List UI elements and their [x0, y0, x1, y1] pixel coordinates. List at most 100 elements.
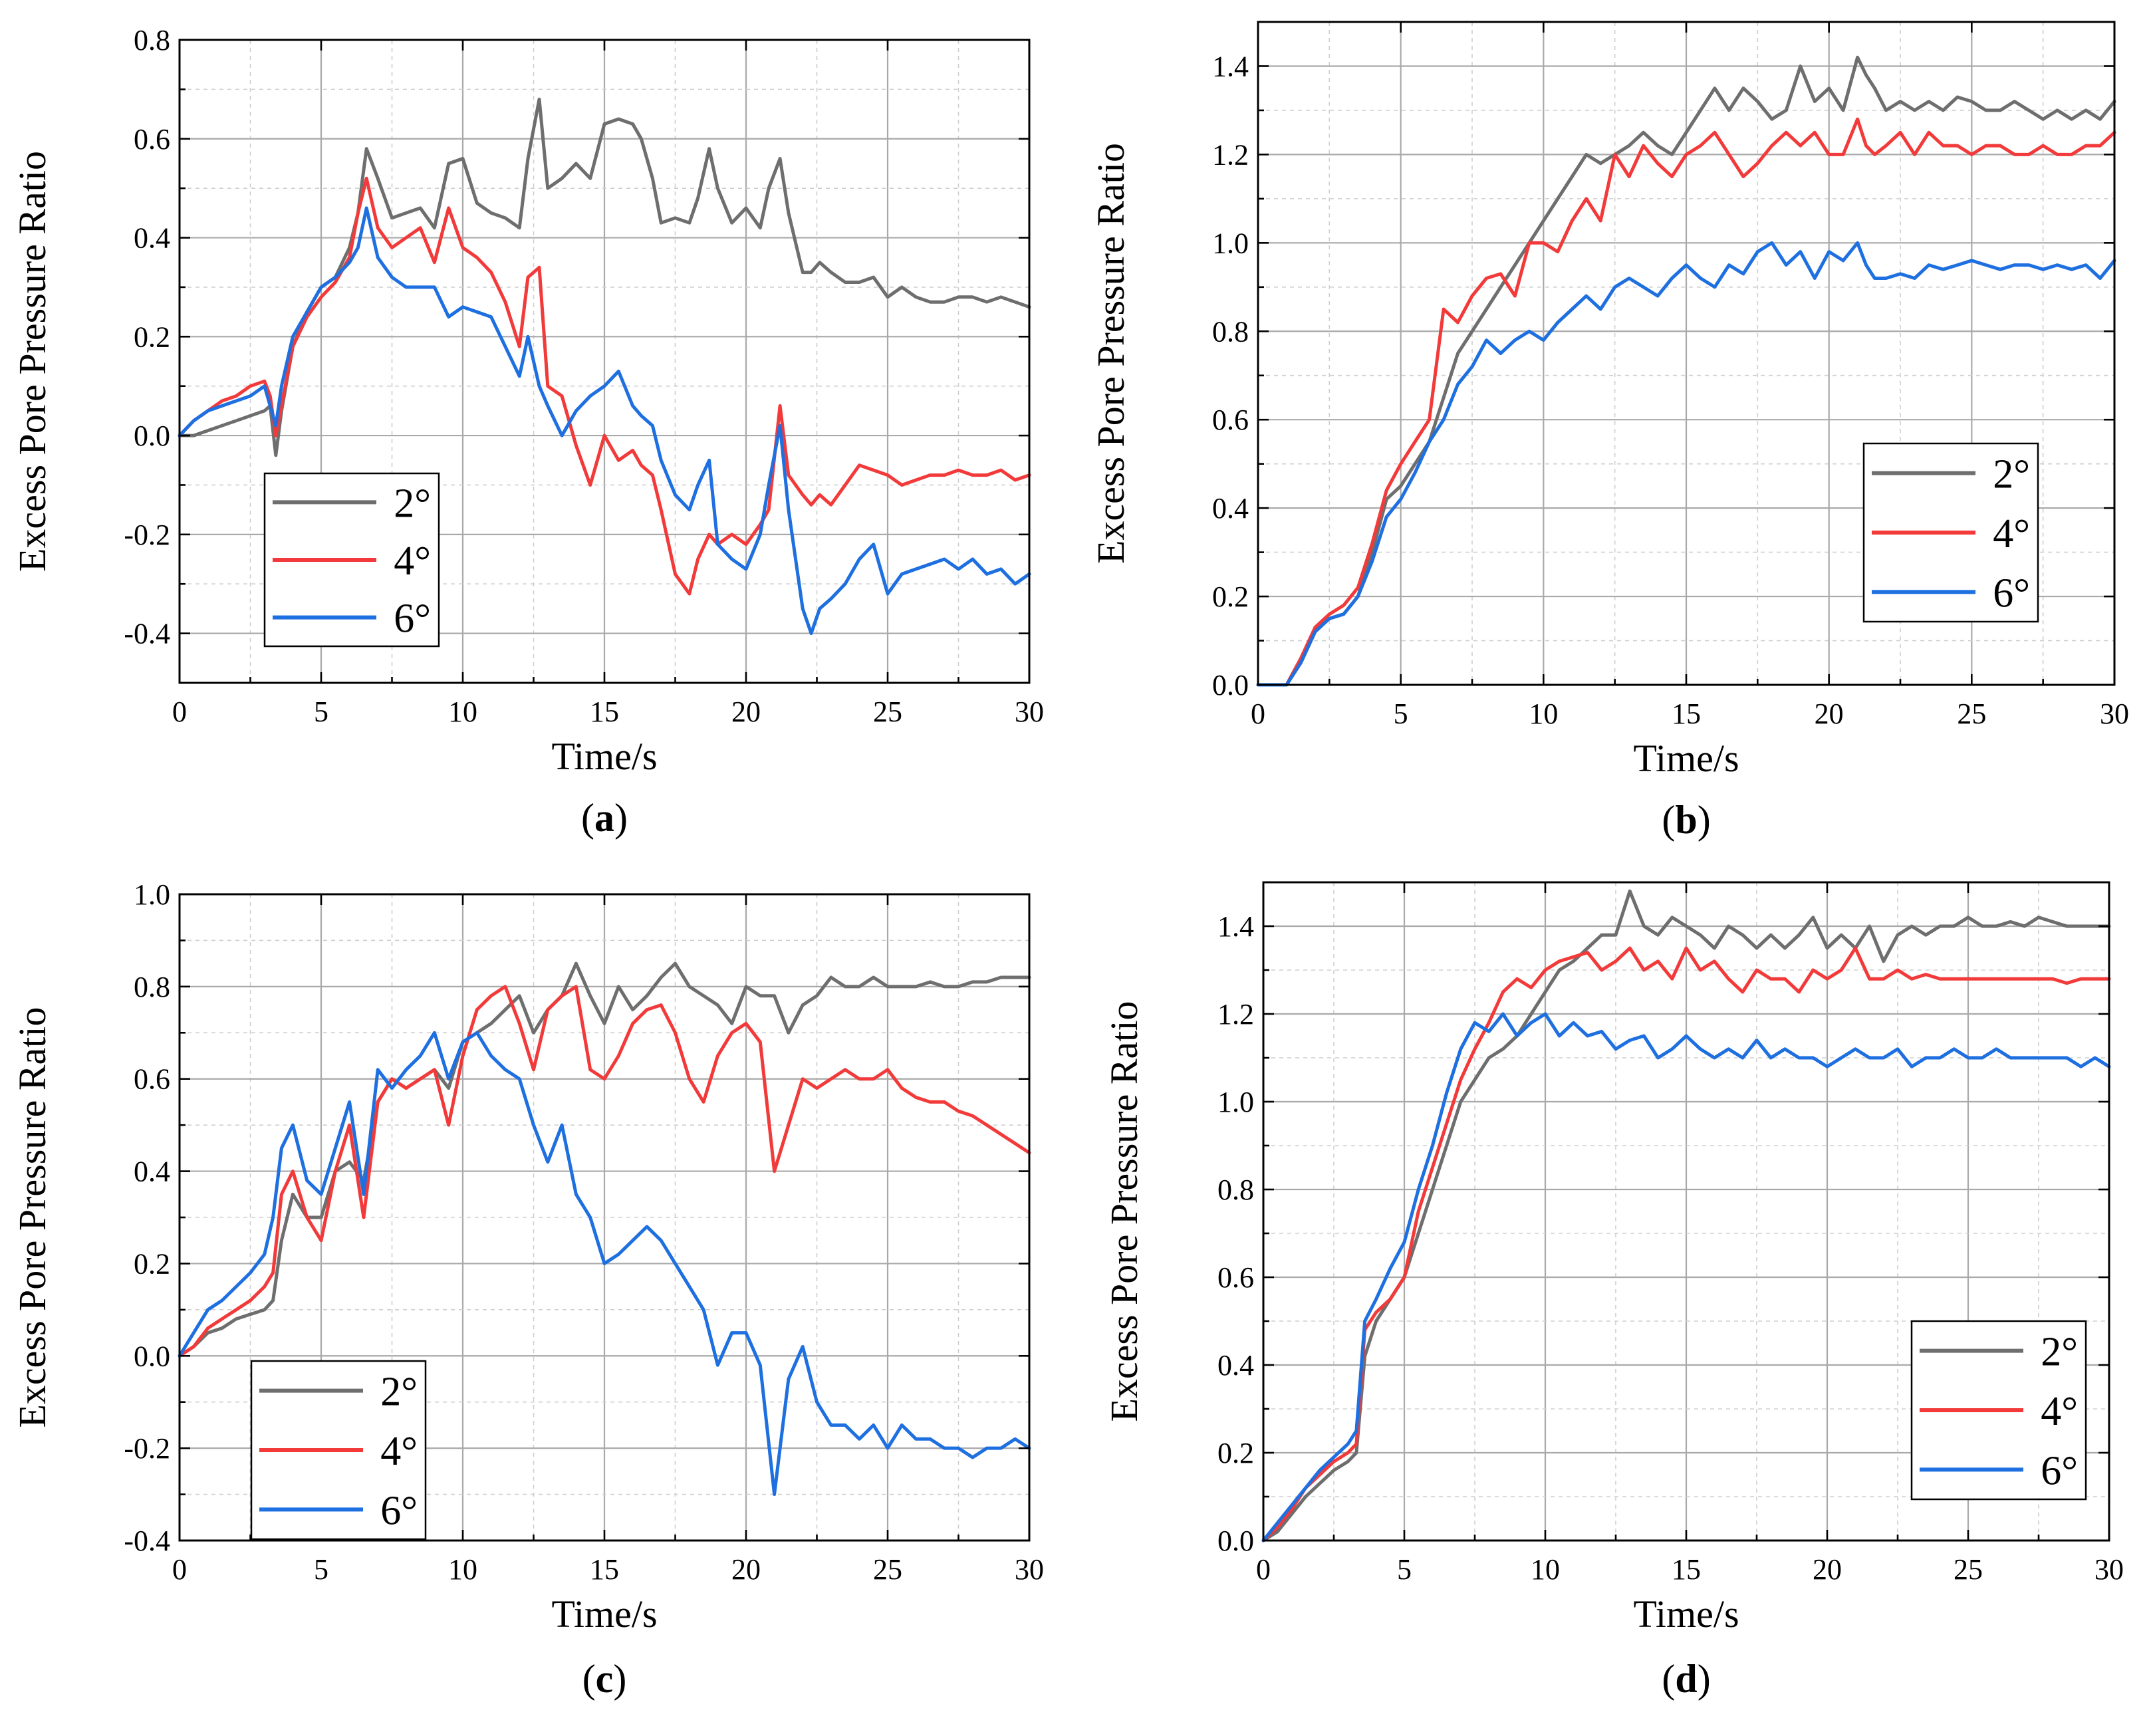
- y-tick-label: 1.0: [134, 878, 170, 911]
- x-tick-label: 0: [1256, 1553, 1271, 1586]
- x-tick-label: 0: [1251, 697, 1265, 730]
- x-axis-label: Time/s: [1633, 1592, 1739, 1636]
- y-axis-label: Excess Pore Pressure Ratio: [11, 1007, 54, 1427]
- x-tick-label: 5: [314, 695, 328, 728]
- series-line-6deg: [1256, 241, 2116, 687]
- series-line-2deg: [178, 961, 1031, 1358]
- series-line-6deg: [1261, 1012, 2111, 1543]
- legend-label-4deg: 4°: [2041, 1389, 2078, 1434]
- x-tick-label: 15: [590, 695, 619, 728]
- x-tick-label: 20: [1813, 1553, 1842, 1586]
- series-line-6deg: [178, 206, 1031, 636]
- y-axis-label: Excess Pore Pressure Ratio: [1102, 1001, 1146, 1422]
- x-tick-label: 30: [2100, 697, 2129, 730]
- y-tick-label: 0.0: [1217, 1525, 1254, 1557]
- y-tick-label: 0.4: [134, 1156, 170, 1188]
- y-tick-label: 0.2: [1212, 580, 1249, 613]
- x-tick-label: 20: [731, 695, 761, 728]
- y-tick-label: 1.2: [1212, 138, 1249, 171]
- y-tick-label: 0.8: [1217, 1174, 1254, 1206]
- series-line-4deg: [178, 985, 1031, 1358]
- legend: 2° 4° 6°: [263, 472, 440, 648]
- x-axis-label: Time/s: [1633, 737, 1739, 780]
- y-tick-label: 1.4: [1217, 910, 1254, 943]
- y-tick-label: -0.4: [124, 618, 170, 650]
- x-tick-label: 15: [1672, 697, 1701, 730]
- legend-label-2deg: 2°: [2041, 1330, 2078, 1375]
- y-axis-label: Excess Pore Pressure Ratio: [11, 151, 54, 572]
- legend: 2° 4° 6°: [250, 1360, 427, 1541]
- y-tick-label: 0.6: [1212, 404, 1249, 436]
- y-tick-label: 0.2: [1217, 1437, 1254, 1469]
- y-tick-label: 0.2: [134, 1247, 170, 1280]
- legend-label-4deg: 4°: [1993, 511, 2030, 557]
- x-tick-label: 30: [2094, 1553, 2124, 1586]
- y-tick-label: 1.0: [1212, 227, 1249, 259]
- y-tick-label: -0.4: [124, 1525, 170, 1557]
- y-tick-label: 0.6: [1217, 1261, 1254, 1294]
- y-tick-label: 0.0: [134, 420, 170, 452]
- y-tick-label: 0.4: [1217, 1349, 1254, 1382]
- x-tick-label: 20: [731, 1553, 761, 1586]
- y-tick-label: 0.2: [134, 320, 170, 353]
- chart-panel-a: 0 5 10 15 20 25 30 -0.4 -0.2 0.0 0.2 0.4 0.6 0.8 Time/…: [11, 24, 1044, 840]
- y-tick-label: -0.2: [124, 519, 170, 551]
- panel-label: (b): [1662, 798, 1710, 842]
- x-tick-label: 30: [1015, 1553, 1044, 1586]
- y-tick-label: 0.4: [134, 222, 170, 255]
- x-tick-label: 20: [1815, 697, 1844, 730]
- x-tick-label: 10: [448, 695, 477, 728]
- x-tick-label: 25: [873, 695, 902, 728]
- chart-panel-c: 0 5 10 15 20 25 30 -0.4 -0.2 0.0 0.2 0.4 0.6 0.8 1.0 Ti…: [11, 878, 1044, 1701]
- series-line-4deg: [1256, 117, 2116, 687]
- legend: 2° 4° 6°: [1862, 442, 2039, 623]
- legend-label-4deg: 4°: [394, 539, 431, 584]
- x-tick-label: 15: [1672, 1553, 1701, 1586]
- x-tick-label: 5: [1397, 1553, 1412, 1586]
- y-tick-label: 0.8: [134, 971, 170, 1003]
- series-line-4deg: [178, 176, 1031, 596]
- x-tick-label: 5: [314, 1553, 328, 1586]
- panel-label: (c): [582, 1657, 627, 1701]
- x-axis-label: Time/s: [551, 1592, 657, 1636]
- y-tick-label: 1.2: [1217, 998, 1254, 1031]
- legend-label-2deg: 2°: [380, 1370, 418, 1415]
- legend-label-2deg: 2°: [394, 481, 431, 526]
- x-tick-label: 10: [1529, 697, 1558, 730]
- series-line-6deg: [178, 1031, 1031, 1497]
- x-tick-label: 5: [1394, 697, 1408, 730]
- x-axis-label: Time/s: [551, 735, 657, 778]
- y-tick-label: 0.6: [134, 123, 170, 156]
- legend-label-6deg: 6°: [1993, 570, 2030, 616]
- x-tick-label: 25: [873, 1553, 902, 1586]
- legend-label-4deg: 4°: [380, 1429, 418, 1474]
- y-tick-label: 0.0: [1212, 669, 1249, 701]
- panel-label: (d): [1662, 1657, 1710, 1701]
- legend-label-6deg: 6°: [380, 1488, 418, 1533]
- x-tick-label: 10: [448, 1553, 477, 1586]
- legend-label-6deg: 6°: [394, 596, 431, 642]
- y-tick-label: -0.2: [124, 1432, 170, 1465]
- x-tick-label: 25: [1954, 1553, 1983, 1586]
- y-tick-label: 1.0: [1217, 1086, 1254, 1118]
- x-tick-label: 10: [1531, 1553, 1560, 1586]
- chart-panel-b: 0 5 10 15 20 25 30 0.0 0.2 0.4 0.6 0.8 1.0 1.2 1.4 Time…: [1089, 21, 2129, 842]
- panel-label: (a): [581, 796, 628, 840]
- y-tick-label: 0.6: [134, 1063, 170, 1096]
- series-line-4deg: [1261, 946, 2111, 1543]
- chart-panel-d: 0 5 10 15 20 25 30 0.0 0.2 0.4 0.6 0.8 1.0 1.2 1.4 Time…: [1102, 881, 2124, 1701]
- x-tick-label: 0: [172, 695, 187, 728]
- y-tick-label: 1.4: [1212, 50, 1249, 82]
- x-tick-label: 30: [1015, 695, 1044, 728]
- y-tick-label: 0.4: [1212, 492, 1249, 525]
- series-line-2deg: [1256, 55, 2116, 687]
- legend: 2° 4° 6°: [1910, 1320, 2087, 1501]
- x-tick-label: 0: [172, 1553, 187, 1586]
- y-axis-label: Excess Pore Pressure Ratio: [1089, 143, 1132, 564]
- legend-label-2deg: 2°: [1993, 452, 2030, 497]
- x-tick-label: 25: [1957, 697, 1986, 730]
- y-tick-label: 0.0: [134, 1340, 170, 1372]
- legend-label-6deg: 6°: [2041, 1448, 2078, 1493]
- y-tick-label: 0.8: [1212, 315, 1249, 348]
